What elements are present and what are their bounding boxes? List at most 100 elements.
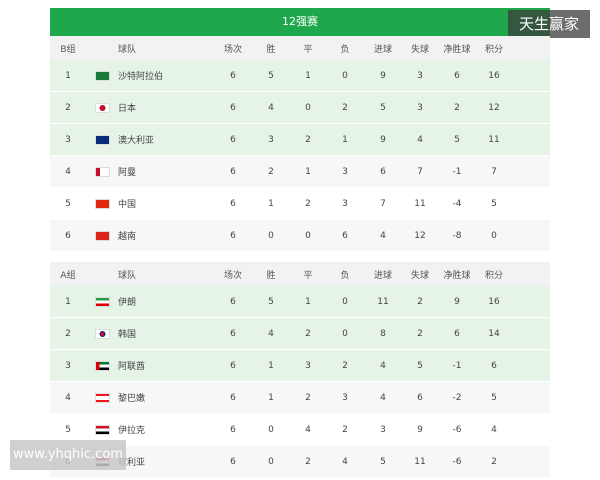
- table-cell: 4: [65, 392, 71, 403]
- table-cell: 5: [380, 456, 386, 467]
- table-cell: 0: [268, 456, 274, 467]
- header-cell: 场次: [223, 270, 242, 281]
- table-cell: 9: [380, 134, 386, 145]
- table-row: 6 越南 6 0 0 6 4 12 -8 0: [50, 220, 550, 251]
- table-cell: 2: [65, 102, 71, 113]
- table-cell: 6: [230, 166, 236, 177]
- table-cell: -6: [452, 424, 462, 435]
- header-cell: 平: [303, 270, 313, 281]
- table-cell: 1: [268, 198, 274, 209]
- header-cell: 净胜球: [443, 270, 471, 281]
- table-cell: 11: [488, 134, 500, 145]
- table-cell: 4: [417, 134, 423, 145]
- table-cell: -8: [452, 230, 462, 241]
- table-cell: 1: [305, 70, 311, 81]
- flag-icon: [95, 198, 110, 209]
- team-name: 叙利亚: [118, 458, 146, 468]
- table-cell: 2: [417, 328, 423, 339]
- table-row: 4 阿曼 6 2 1 3 6 7 -1 7: [50, 156, 550, 187]
- table-cell: 2: [342, 360, 348, 371]
- table-cell: 4: [268, 328, 274, 339]
- table-cell: 2: [342, 424, 348, 435]
- table-row: 2 韩国 6 4 2 0 8 2 6 14: [50, 318, 550, 349]
- table-cell: 2: [305, 134, 311, 145]
- team-name: 沙特阿拉伯: [118, 72, 164, 82]
- table-cell: 2: [305, 456, 311, 467]
- table-cell: 3: [65, 134, 71, 145]
- table-cell: 2: [305, 198, 311, 209]
- team-name: 伊拉克: [118, 426, 146, 436]
- header-cell: 负: [340, 270, 350, 281]
- table-cell: 3: [342, 166, 348, 177]
- table-cell: 6: [342, 230, 348, 241]
- table-cell: 6: [230, 456, 236, 467]
- table-cell: 9: [454, 296, 460, 307]
- table-cell: 5: [491, 198, 497, 209]
- header-cell: A组: [60, 270, 76, 281]
- site-watermark: www.yhqhic.com: [10, 440, 126, 470]
- table-cell: 6: [380, 166, 386, 177]
- table-cell: 5: [417, 360, 423, 371]
- table-cell: 9: [417, 424, 423, 435]
- flag-icon: [95, 102, 110, 113]
- team-name: 越南: [118, 232, 137, 242]
- table-cell: 3: [417, 70, 423, 81]
- table-cell: 0: [491, 230, 497, 241]
- table-cell: 6: [454, 328, 460, 339]
- table-cell: 0: [342, 328, 348, 339]
- table-cell: 6: [230, 392, 236, 403]
- table-cell: 0: [268, 230, 274, 241]
- table-cell: 4: [380, 230, 386, 241]
- table-cell: 2: [417, 296, 423, 307]
- table-cell: 0: [342, 70, 348, 81]
- table-cell: 9: [380, 70, 386, 81]
- table-cell: 12: [488, 102, 500, 113]
- header-cell: 胜: [266, 270, 276, 281]
- table-cell: 4: [268, 102, 274, 113]
- table-cell: 16: [488, 296, 500, 307]
- team-name: 韩国: [118, 330, 137, 340]
- flag-icon: [95, 296, 110, 307]
- table-cell: 3: [342, 392, 348, 403]
- table-cell: 6: [230, 424, 236, 435]
- table-cell: 3: [65, 360, 71, 371]
- table-cell: 14: [488, 328, 500, 339]
- team-name: 澳大利亚: [118, 136, 155, 146]
- header-cell: 进球: [373, 44, 392, 55]
- table-cell: 2: [454, 102, 460, 113]
- table-cell: 4: [305, 424, 311, 435]
- table-cell: -6: [452, 456, 462, 467]
- table-cell: 6: [230, 198, 236, 209]
- table-row: 5 中国 6 1 2 3 7 11 -4 5: [50, 188, 550, 219]
- team-name: 伊朗: [118, 298, 137, 308]
- table-cell: 1: [305, 166, 311, 177]
- header-cell: 净胜球: [443, 44, 471, 55]
- flag-icon: [95, 360, 110, 371]
- table-cell: 2: [342, 102, 348, 113]
- table-cell: 11: [414, 198, 426, 209]
- table-cell: 5: [65, 424, 71, 435]
- header-cell: 负: [340, 44, 350, 55]
- table-cell: 2: [305, 392, 311, 403]
- table-cell: 5: [268, 70, 274, 81]
- flag-icon: [95, 328, 110, 339]
- table-cell: 6: [230, 70, 236, 81]
- table-cell: 6: [230, 230, 236, 241]
- team-name: 阿联酋: [118, 362, 146, 372]
- flag-icon: [95, 424, 110, 435]
- table-cell: 5: [65, 198, 71, 209]
- table-cell: 6: [491, 360, 497, 371]
- table-cell: 4: [342, 456, 348, 467]
- table-cell: 4: [491, 424, 497, 435]
- table-row: 2 日本 6 4 0 2 5 3 2 12: [50, 92, 550, 123]
- table-row: 1 沙特阿拉伯 6 5 1 0 9 3 6 16: [50, 60, 550, 91]
- table-cell: 7: [417, 166, 423, 177]
- table-cell: 4: [380, 360, 386, 371]
- table-header-row: B组 球队 场次 胜 平 负 进球 失球 净胜球 积分: [50, 36, 550, 60]
- header-cell: B组: [60, 44, 76, 55]
- table-cell: 11: [414, 456, 426, 467]
- table-cell: 6: [230, 102, 236, 113]
- table-cell: 6: [230, 328, 236, 339]
- header-cell: 失球: [410, 270, 429, 281]
